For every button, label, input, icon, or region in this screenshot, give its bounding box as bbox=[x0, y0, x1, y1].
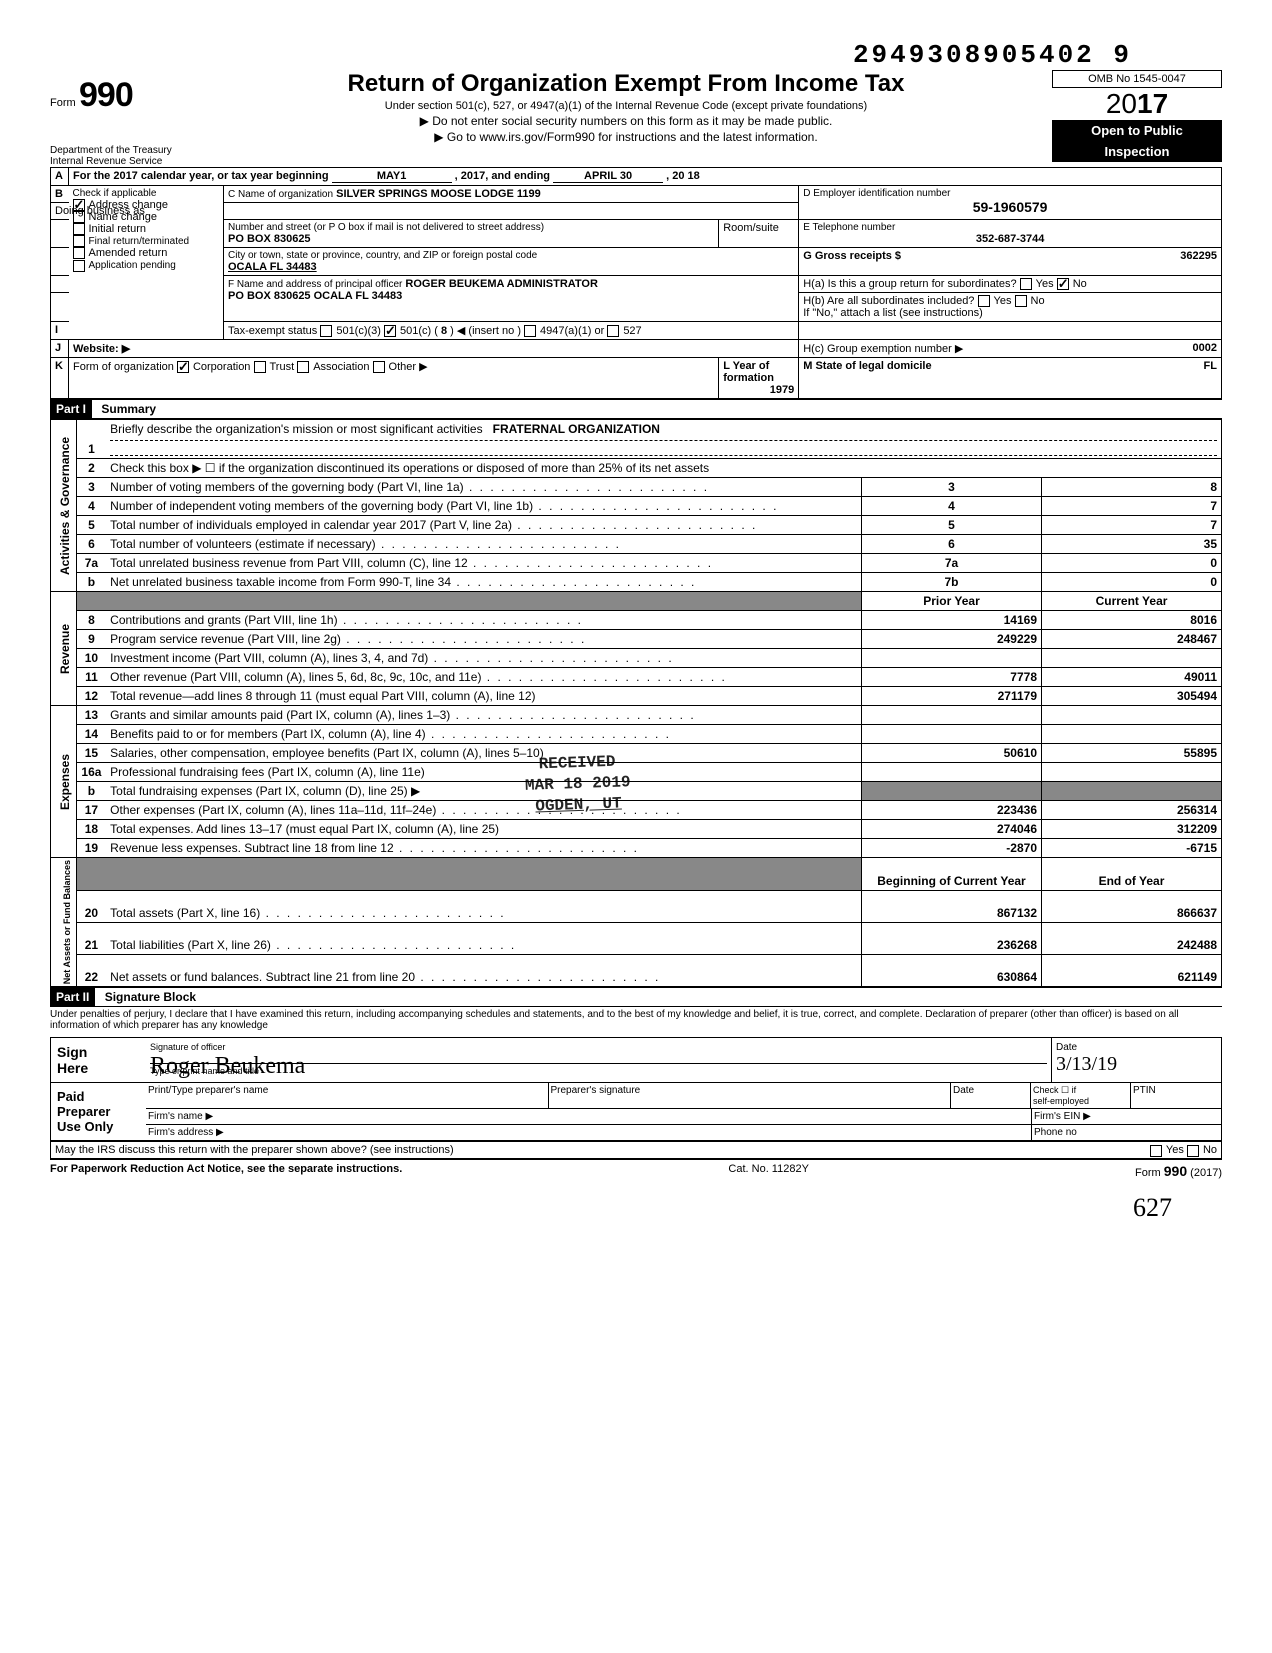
header-number: 2949308905402 9 bbox=[50, 40, 1132, 70]
omb: OMB No 1545-0047 bbox=[1052, 70, 1222, 88]
side-revenue: Revenue bbox=[51, 592, 77, 706]
year-formation: 1979 bbox=[770, 384, 794, 396]
line7b-val: 0 bbox=[1042, 573, 1222, 592]
received-stamp: RECEIVEDMAR 18 2019 OGDEN, UT bbox=[524, 751, 632, 817]
ck-hb-no[interactable] bbox=[1015, 295, 1027, 307]
officer-name: ROGER BEUKEMA ADMINISTRATOR bbox=[405, 278, 598, 290]
gross-receipts: 362295 bbox=[1180, 250, 1217, 262]
line7a-val: 0 bbox=[1042, 554, 1222, 573]
open-public: Open to Public bbox=[1052, 120, 1222, 141]
city: OCALA FL 34483 bbox=[228, 261, 317, 273]
tax-year: 2017 bbox=[1052, 88, 1222, 120]
signature-block: Sign Here Signature of officer Roger Beu… bbox=[50, 1037, 1222, 1142]
ck-final-return[interactable]: Final return/terminated bbox=[73, 235, 220, 247]
ck-trust[interactable] bbox=[254, 361, 266, 373]
summary-table: Activities & Governance 1 Briefly descri… bbox=[50, 419, 1222, 987]
ck-amended[interactable]: Amended return bbox=[73, 247, 220, 259]
line3-val: 8 bbox=[1042, 478, 1222, 497]
side-activities: Activities & Governance bbox=[51, 420, 77, 592]
line5-val: 7 bbox=[1042, 516, 1222, 535]
main-title: Return of Organization Exempt From Incom… bbox=[200, 70, 1052, 98]
addr: PO BOX 830625 bbox=[228, 233, 311, 245]
group-exemption: 0002 bbox=[1193, 342, 1217, 354]
officer-addr: PO BOX 830625 OCALA FL 34483 bbox=[228, 290, 402, 302]
ck-initial-return[interactable]: Initial return bbox=[73, 223, 220, 235]
sign-here: Sign Here bbox=[51, 1038, 146, 1082]
discuss-row: May the IRS discuss this return with the… bbox=[50, 1142, 1222, 1159]
ck-app-pending[interactable]: Application pending bbox=[73, 259, 220, 271]
subtitle1: Under section 501(c), 527, or 4947(a)(1)… bbox=[200, 100, 1052, 112]
ck-hb-yes[interactable] bbox=[978, 295, 990, 307]
ck-501c3[interactable] bbox=[320, 325, 332, 337]
paid-preparer: Paid Preparer Use Only bbox=[51, 1083, 146, 1140]
ck-corp[interactable] bbox=[177, 361, 189, 373]
ck-527[interactable] bbox=[607, 325, 619, 337]
scanned-stamp: SCANNED APR 2 5 2019 bbox=[0, 950, 1, 1199]
mission: FRATERNAL ORGANIZATION bbox=[493, 422, 660, 436]
dept-treasury: Department of the Treasury bbox=[50, 145, 200, 156]
ck-discuss-yes[interactable] bbox=[1150, 1145, 1162, 1157]
footer: For Paperwork Reduction Act Notice, see … bbox=[50, 1159, 1222, 1179]
inspection: Inspection bbox=[1052, 141, 1222, 162]
org-name: SILVER SPRINGS MOOSE LODGE 1199 bbox=[336, 188, 541, 200]
ck-ha-yes[interactable] bbox=[1020, 278, 1032, 290]
ck-assoc[interactable] bbox=[297, 361, 309, 373]
line4-val: 7 bbox=[1042, 497, 1222, 516]
side-expenses: Expenses bbox=[51, 706, 77, 858]
part-ii-header: Part II Signature Block bbox=[50, 987, 1222, 1007]
phone: 352-687-3744 bbox=[803, 233, 1217, 245]
dept-irs: Internal Revenue Service bbox=[50, 156, 200, 167]
ck-4947[interactable] bbox=[524, 325, 536, 337]
subtitle2: ▶ Do not enter social security numbers o… bbox=[200, 114, 1052, 128]
header-grid: A For the 2017 calendar year, or tax yea… bbox=[50, 167, 1222, 399]
handwritten-number: 627 bbox=[50, 1193, 1172, 1223]
ck-ha-no[interactable] bbox=[1057, 278, 1069, 290]
subtitle3: ▶ Go to www.irs.gov/Form990 for instruct… bbox=[200, 130, 1052, 144]
ck-other[interactable] bbox=[373, 361, 385, 373]
sign-date: 3/13/19 bbox=[1056, 1053, 1217, 1076]
ck-501c[interactable] bbox=[384, 325, 396, 337]
part-i-header: Part I Summary bbox=[50, 399, 1222, 419]
ck-discuss-no[interactable] bbox=[1187, 1145, 1199, 1157]
side-net: Net Assets or Fund Balances bbox=[51, 858, 77, 987]
form-label: Form 990 Department of the Treasury Inte… bbox=[50, 70, 200, 167]
state: FL bbox=[1204, 360, 1217, 372]
ein: 59-1960579 bbox=[803, 199, 1217, 215]
perjury: Under penalties of perjury, I declare th… bbox=[50, 1007, 1222, 1033]
line6-val: 35 bbox=[1042, 535, 1222, 554]
